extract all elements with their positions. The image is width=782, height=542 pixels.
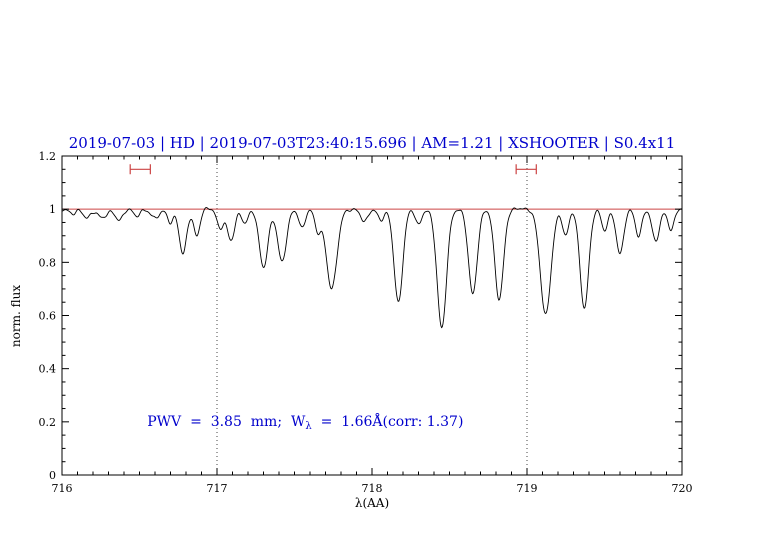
x-tick-label: 719 xyxy=(517,482,538,495)
pwv-annotation-rest: = 1.66Å(corr: 1.37) xyxy=(312,412,464,430)
wavelength-range-marker xyxy=(515,164,537,175)
x-axis-label: λ(AA) xyxy=(355,496,389,510)
y-tick-label: 1 xyxy=(49,203,56,216)
y-tick-labels: 0 0.2 0.4 0.6 0.8 1 1.2 xyxy=(39,150,57,482)
pwv-annotation: PWV = 3.85 mm; Wλ = 1.66Å(corr: 1.37) xyxy=(147,412,463,432)
pwv-annotation-main: PWV = 3.85 mm; W xyxy=(147,414,306,430)
y-tick-label: 0.8 xyxy=(39,256,57,269)
y-tick-label: 0.4 xyxy=(39,363,57,376)
x-tick-labels: 716 717 718 719 720 xyxy=(52,482,693,495)
y-tick-label: 1.2 xyxy=(39,150,57,163)
x-tick-label: 720 xyxy=(672,482,693,495)
y-tick-label: 0.2 xyxy=(39,416,57,429)
pwv-annotation-sub: λ xyxy=(305,421,312,432)
x-tick-label: 718 xyxy=(362,482,383,495)
y-tick-label: 0.6 xyxy=(39,310,57,323)
axis-ticks xyxy=(61,155,683,476)
x-tick-label: 717 xyxy=(207,482,228,495)
plot-title: 2019-07-03 | HD | 2019-07-03T23:40:15.69… xyxy=(69,134,676,152)
y-axis-label: norm. flux xyxy=(9,285,23,347)
range-markers xyxy=(129,164,537,175)
x-tick-label: 716 xyxy=(52,482,73,495)
wavelength-range-marker xyxy=(129,164,151,175)
y-tick-label: 0 xyxy=(49,469,56,482)
spectrum-curve xyxy=(61,207,683,329)
